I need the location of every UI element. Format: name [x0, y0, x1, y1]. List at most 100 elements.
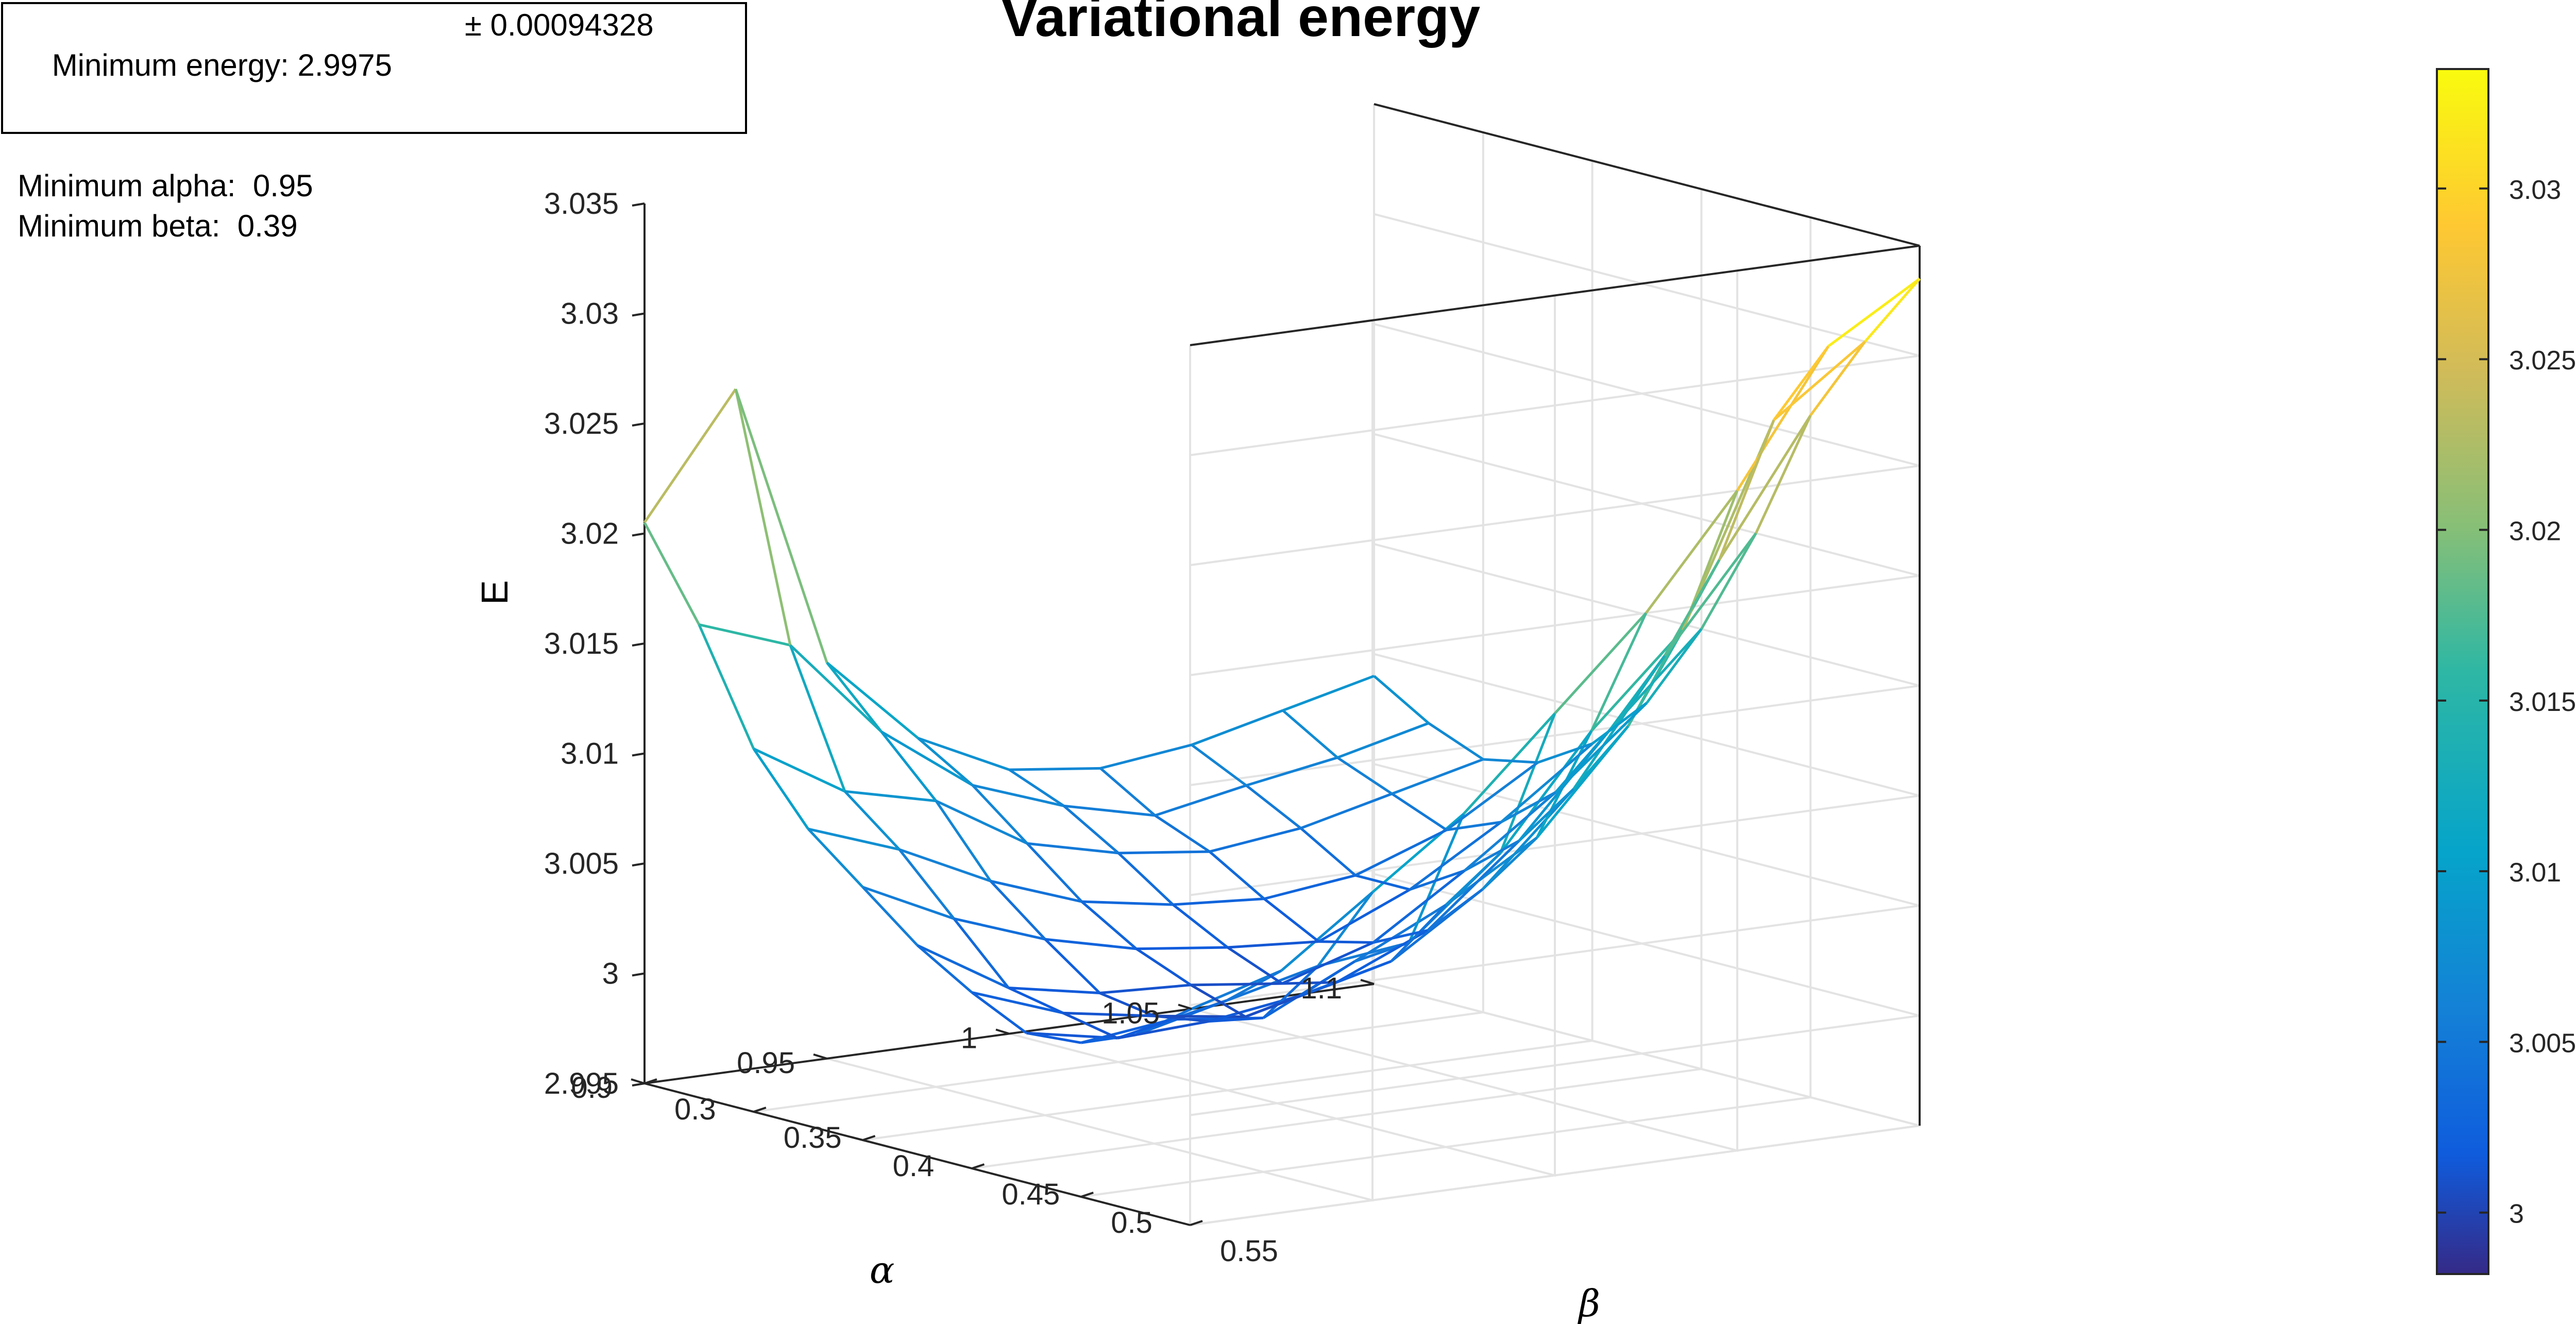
mesh-segment: [1100, 743, 1192, 770]
mesh-segment: [1154, 814, 1211, 853]
energy-surface-mesh: [643, 278, 1921, 1044]
mesh-segment: [1209, 1016, 1264, 1023]
mesh-segment: [1263, 897, 1320, 943]
mesh-segment: [1427, 840, 1520, 931]
mesh-segment: [1590, 612, 1648, 732]
mesh-segment: [1664, 559, 1721, 656]
minimum-alpha-line: Minimum alpha: 0.95: [18, 168, 313, 203]
mesh-segment: [826, 661, 919, 739]
mesh-segment: [1809, 341, 1867, 416]
mesh-segment: [1445, 836, 1538, 906]
mesh-segment: [1009, 767, 1101, 771]
mesh-segment: [1718, 414, 1812, 561]
mesh-segment: [643, 521, 701, 625]
colorbar-tick-label: 3.02: [2509, 517, 2561, 547]
mesh-segment: [1464, 840, 1520, 872]
mesh-segment: [1590, 629, 1684, 732]
energy-tick-label: 2.995: [544, 1067, 619, 1100]
mesh-segment: [789, 644, 883, 733]
alpha-tick-mark: [1360, 979, 1375, 985]
mesh-segment: [1209, 851, 1265, 900]
mesh-segment: [1718, 419, 1775, 561]
mesh-segment: [1190, 983, 1246, 1018]
mesh-segment: [1246, 756, 1338, 787]
mesh-segment: [1063, 1011, 1155, 1017]
grid-line-beta: [753, 132, 1484, 1113]
colorbar-tick-label: 3.005: [2509, 1028, 2576, 1058]
mesh-segment: [1554, 612, 1647, 715]
beta-tick-mark: [1080, 1192, 1094, 1198]
alpha-tick-label: 1.05: [1101, 996, 1160, 1030]
mesh-segment: [972, 784, 1028, 844]
energy-tick-mark: [632, 972, 645, 977]
mesh-segment: [699, 623, 791, 647]
mesh-segment: [1428, 722, 1484, 761]
mesh-segment: [1264, 874, 1356, 901]
mesh-segment: [899, 848, 991, 882]
mesh-segment: [789, 644, 846, 792]
colorbar: 3 3.005 3.01 3.015 3.02 3.025 3.03: [2436, 68, 2576, 1275]
energy-tick-mark: [632, 202, 645, 207]
mesh-segment: [1300, 827, 1357, 877]
mesh-segment: [989, 880, 1046, 940]
mesh-segment: [1299, 960, 1355, 997]
mesh-segment: [1353, 904, 1447, 963]
mesh-segment: [1500, 791, 1556, 823]
colorbar-ticks: 3 3.005 3.01 3.015 3.02 3.025 3.03: [2437, 175, 2576, 1229]
energy-tick-mark: [632, 862, 645, 867]
mesh-segment: [1773, 345, 1830, 421]
mesh-segment: [971, 991, 1027, 1034]
mesh-segment: [1609, 628, 1703, 731]
mesh-segment: [1427, 888, 1483, 931]
mesh-segment: [1446, 821, 1501, 831]
grid-line-beta: [862, 161, 1594, 1141]
mesh-segment: [1408, 813, 1465, 943]
mesh-segment: [1483, 758, 1538, 764]
mesh-segment: [826, 661, 883, 733]
mesh-segment: [1081, 901, 1138, 950]
energy-tick-label: 3: [602, 957, 619, 991]
mesh-segment: [753, 748, 845, 793]
mesh-segment: [1572, 725, 1630, 790]
beta-tick-mark: [644, 1078, 657, 1084]
mesh-segment: [808, 827, 900, 851]
mesh-segment: [935, 800, 992, 882]
mesh-segment: [1300, 792, 1393, 829]
beta-tick-label: 0.4: [893, 1149, 935, 1183]
mesh-segment: [1063, 804, 1156, 817]
mesh-segment: [1463, 712, 1556, 815]
mesh-segment: [954, 917, 1046, 941]
alpha-tick-mark: [813, 1053, 827, 1060]
mesh-segment: [1518, 788, 1575, 842]
mesh-segment: [1481, 788, 1575, 891]
mesh-segment: [734, 388, 828, 663]
axis-ticks: 2.995 3 3.005 3.01 3.015 3.02 3.025 3.03 3.035 1.…: [544, 187, 1375, 1268]
mesh-segment: [1391, 758, 1484, 795]
energy-tick-mark: [632, 532, 645, 537]
mesh-segment: [1373, 675, 1430, 724]
mesh-segment: [1172, 903, 1229, 948]
mesh-segment: [1354, 828, 1447, 877]
beta-tick-label: 0.5: [1111, 1206, 1153, 1240]
minimum-beta-line: Minimum beta: 0.39: [18, 209, 298, 243]
mesh-segment: [935, 800, 1028, 845]
beta-tick-label: 0.35: [784, 1121, 842, 1155]
mesh-segment: [1372, 870, 1466, 944]
axes-box-edge: [1190, 245, 1920, 346]
mesh-segment: [1062, 1012, 1118, 1040]
mesh-segment: [1245, 784, 1302, 829]
mesh-segment: [1027, 842, 1119, 855]
mesh-segment: [1191, 982, 1282, 987]
energy-tick-label: 3.025: [544, 407, 619, 440]
mesh-segment: [953, 918, 1010, 989]
alpha-axis-label: α: [870, 1248, 895, 1292]
mesh-segment: [752, 748, 809, 830]
mesh-segment: [1499, 712, 1556, 854]
mesh-segment: [1499, 730, 1593, 854]
mesh-segment: [1609, 655, 1666, 731]
grid-line-beta: [644, 104, 1375, 1084]
chart-title: Variational energy: [1001, 0, 1480, 48]
mesh-segment: [1280, 891, 1374, 972]
mesh-segment: [972, 784, 1064, 807]
mesh-segment: [917, 944, 1009, 989]
